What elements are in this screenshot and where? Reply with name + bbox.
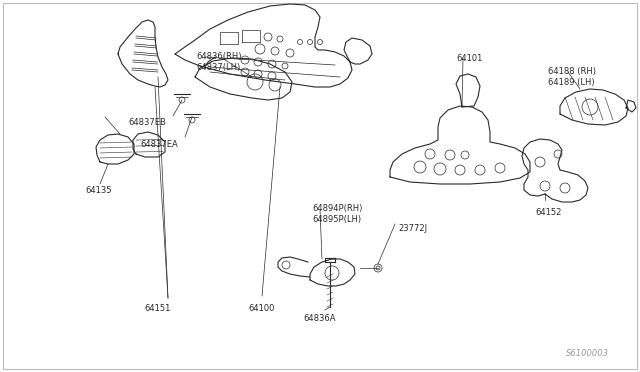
- Text: 64135: 64135: [85, 186, 111, 195]
- Text: 64152: 64152: [535, 208, 561, 217]
- Text: 64836A: 64836A: [304, 314, 336, 323]
- Text: 64151: 64151: [145, 304, 171, 313]
- Text: 64100: 64100: [249, 304, 275, 313]
- Text: 64837EA: 64837EA: [140, 140, 178, 149]
- Text: 64188 (RH)
64189 (LH): 64188 (RH) 64189 (LH): [548, 67, 596, 87]
- Text: 64101: 64101: [456, 54, 483, 63]
- Text: S6100003: S6100003: [566, 349, 609, 358]
- Text: 64837EB: 64837EB: [128, 118, 166, 127]
- Text: 64836(RH)
64837(LH): 64836(RH) 64837(LH): [196, 52, 241, 72]
- Text: 64894P(RH)
64895P(LH): 64894P(RH) 64895P(LH): [312, 204, 362, 224]
- Text: 23772J: 23772J: [398, 224, 427, 233]
